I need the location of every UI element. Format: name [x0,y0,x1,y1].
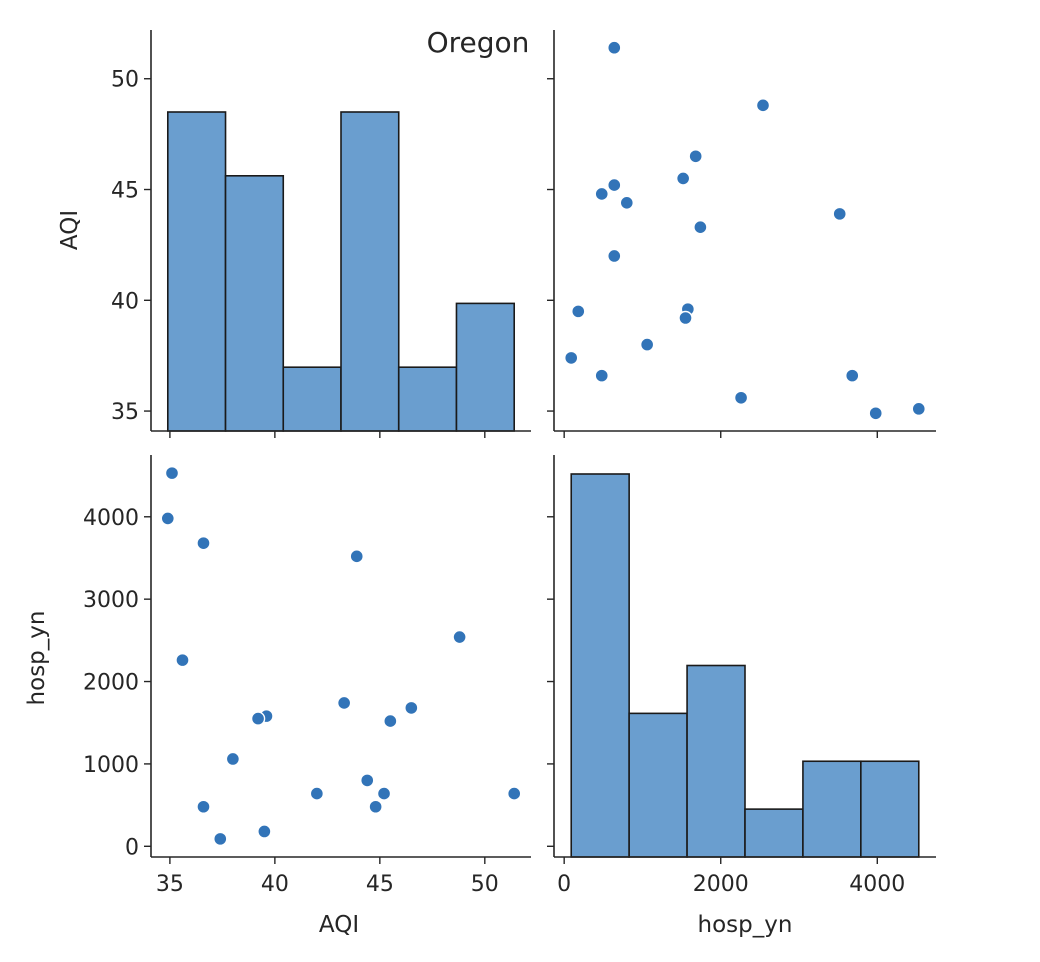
scatter-point [164,465,180,481]
scatter-point [452,629,467,645]
panel-aqi-histogram: 35 40 45 50 [111,30,531,438]
scatter-point [175,652,190,668]
scatter-point [619,195,634,211]
y-tick-label: 40 [111,289,139,314]
scatter-point [213,831,228,847]
histogram-bar [570,473,630,858]
y-tick-label: 4000 [83,506,139,531]
scatter-point [607,248,622,264]
x-tick-label: 35 [156,872,184,897]
scatter-point [368,799,383,814]
scatter-point [594,368,609,383]
scatter-point [250,711,266,726]
x-tick-label: 45 [366,872,394,897]
scatter-point [607,40,622,55]
scatter-point [868,406,883,421]
scatter-point [383,713,398,729]
panel-hosp-vs-aqi-scatter: 0 1000 2000 3000 4000 35 40 45 50 [83,455,531,897]
y-tick-label: 35 [111,400,139,425]
x-tick-label: 0 [557,872,571,897]
scatter-point [160,511,175,526]
histogram-bar [628,712,688,858]
x-tick-label: 50 [471,872,499,897]
scatter-point [607,177,622,193]
histogram-bar [397,366,458,432]
histogram-bar [282,366,342,432]
histogram-bar [455,302,516,432]
scatter-point [564,350,579,366]
x-axis-label-aqi: AQI [319,912,359,938]
y-tick-label: 45 [111,179,139,204]
scatter-point [225,751,241,767]
y-axis-label-hosp: hosp_yn [24,611,50,706]
scatter-point [845,368,860,383]
scatter-point [336,695,352,711]
scatter-point [196,799,211,814]
scatter-point [376,786,392,801]
scatter-point [832,206,847,222]
scatter-point [675,171,691,186]
histogram-bar [802,760,862,858]
x-tick-label: 4000 [849,872,905,897]
histogram-bar [224,175,285,432]
scatter-point [639,337,655,352]
histogram-bar [744,808,804,858]
scatter-point [678,310,693,326]
scatter-point [196,535,211,551]
figure-title: Oregon [427,26,530,59]
scatter-point [360,773,375,788]
scatter-point [755,98,771,113]
panel-hosp-histogram: 0 2000 4000 [547,455,936,897]
scatter-point [507,786,522,801]
histogram-bar [686,664,746,858]
scatter-point [257,824,272,839]
histogram-bar [860,760,920,858]
y-tick-label: 1000 [83,753,139,778]
x-axis-label-hosp: hosp_yn [698,912,793,938]
y-tick-label: 0 [125,835,139,860]
histogram-bar [340,111,400,432]
scatter-point [911,401,926,417]
scatter-point [349,549,364,564]
scatter-point [571,304,586,319]
y-tick-label: 2000 [83,671,139,696]
y-tick-label: 50 [111,68,139,93]
x-tick-label: 40 [261,872,289,897]
y-axis-label-aqi: AQI [57,210,83,250]
scatter-point [309,786,325,801]
scatter-point [733,390,749,405]
scatter-point [693,219,708,235]
scatter-point [404,700,419,716]
scatter-point [688,149,703,164]
y-tick-label: 3000 [83,588,139,613]
x-tick-label: 2000 [693,872,749,897]
scatter-point [594,186,609,202]
panel-aqi-vs-hosp-scatter [547,30,936,438]
histogram-bar [166,111,227,432]
